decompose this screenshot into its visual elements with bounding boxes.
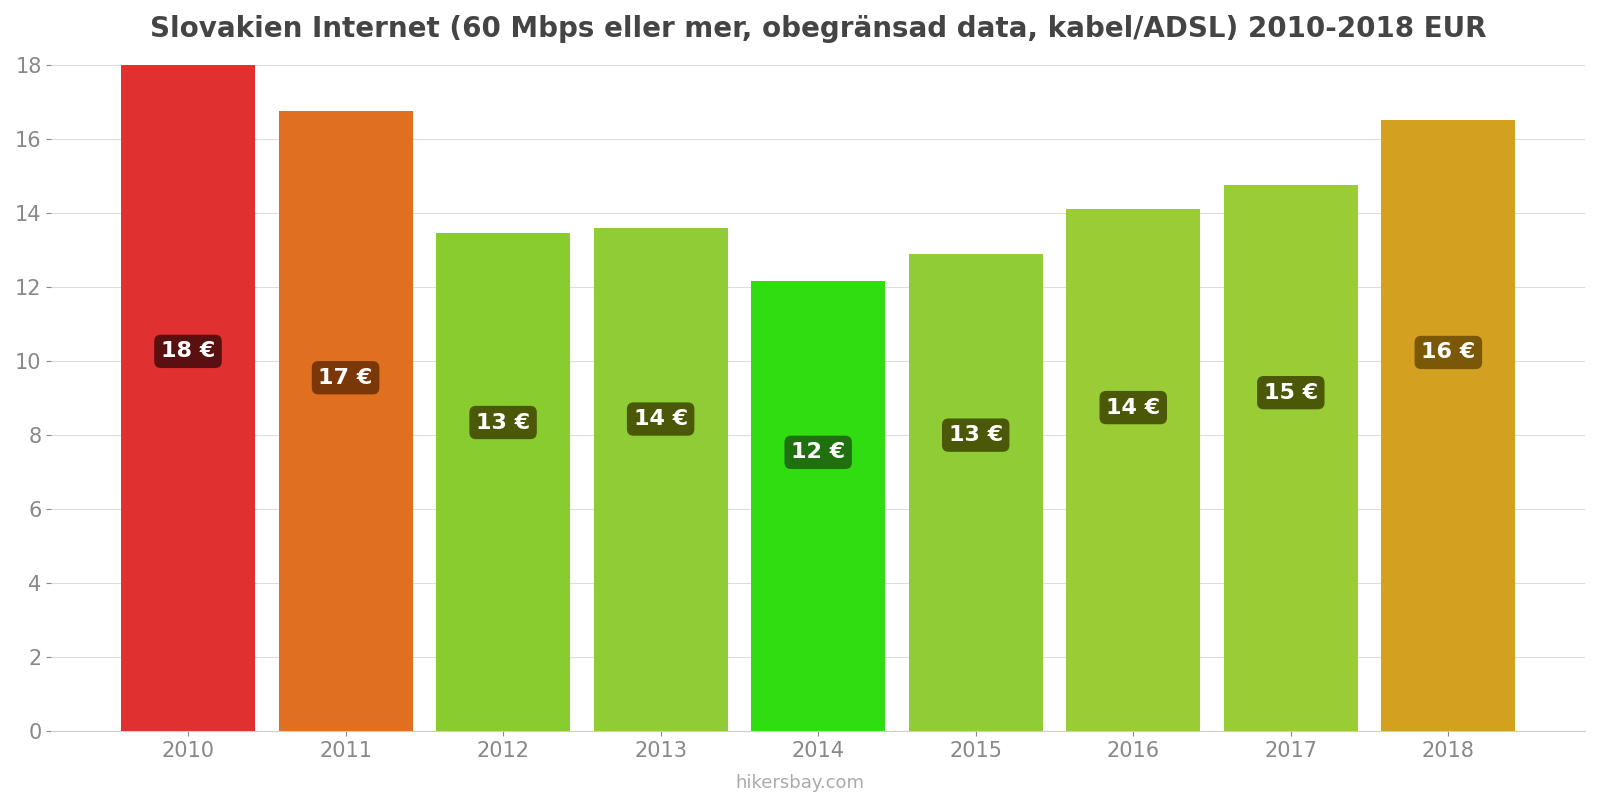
Title: Slovakien Internet (60 Mbps eller mer, obegränsad data, kabel/ADSL) 2010-2018 EU: Slovakien Internet (60 Mbps eller mer, o… [150, 15, 1486, 43]
Text: 13 €: 13 € [949, 425, 1003, 445]
Text: 14 €: 14 € [634, 409, 688, 429]
Bar [909, 254, 1043, 731]
Bar [437, 234, 570, 731]
Bar [1066, 209, 1200, 731]
Bar [1224, 185, 1358, 731]
Text: hikersbay.com: hikersbay.com [736, 774, 864, 792]
Text: 18 €: 18 € [162, 342, 214, 362]
Bar [752, 282, 885, 731]
Text: 16 €: 16 € [1421, 342, 1475, 362]
Bar [1381, 120, 1515, 731]
Text: 12 €: 12 € [790, 442, 845, 462]
Text: 14 €: 14 € [1106, 398, 1160, 418]
Text: 15 €: 15 € [1264, 382, 1318, 402]
Bar [594, 228, 728, 731]
Bar [122, 65, 254, 731]
Bar [278, 111, 413, 731]
Text: 13 €: 13 € [477, 413, 530, 433]
Text: 17 €: 17 € [318, 368, 373, 388]
